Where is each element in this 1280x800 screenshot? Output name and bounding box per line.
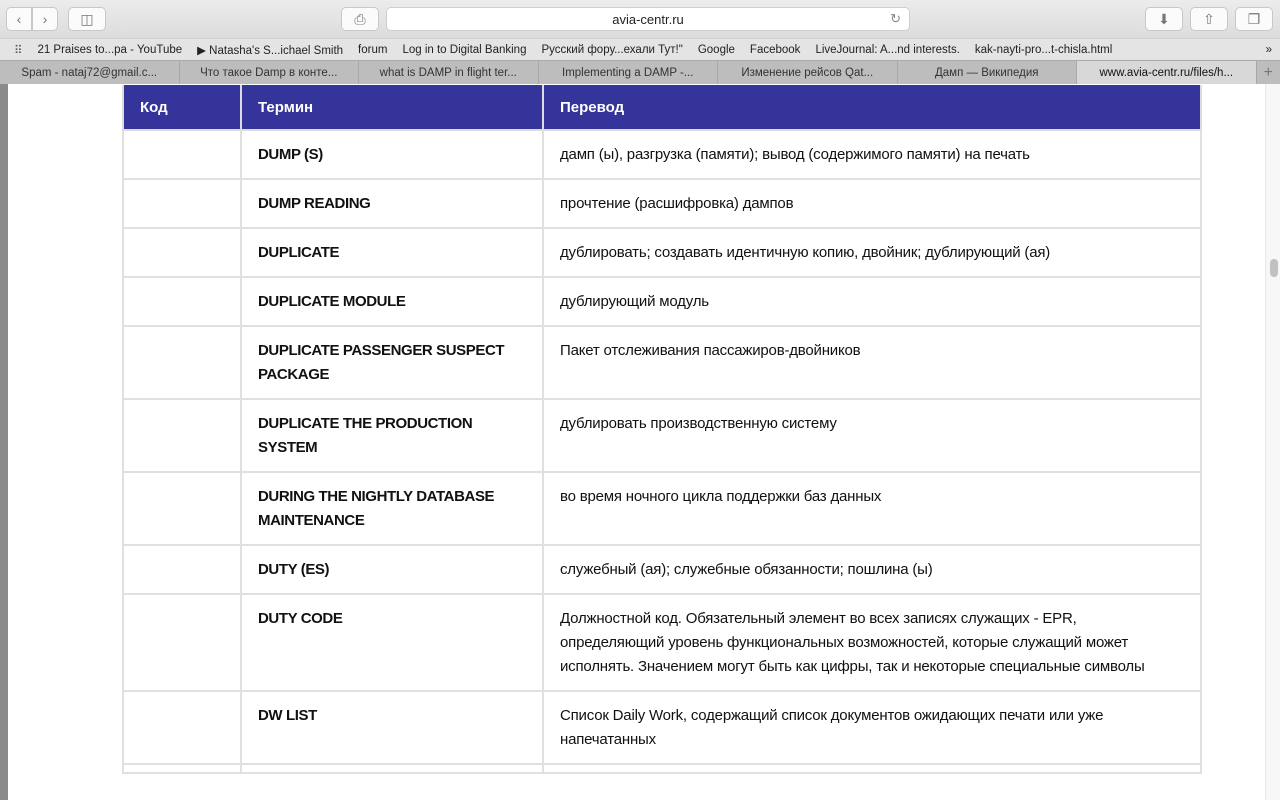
cell-code bbox=[122, 398, 242, 473]
left-edge bbox=[0, 84, 8, 800]
table-row: DW LIST Список Daily Work, содержащий спи… bbox=[122, 690, 1202, 765]
table-row: DUPLICATE MODULE дублирующий модуль bbox=[122, 276, 1202, 327]
back-button[interactable]: ‹ bbox=[6, 7, 32, 31]
table-row: DUPLICATE PASSENGER SUSPECT PACKAGE Пакет… bbox=[122, 325, 1202, 400]
sidebar-icon: ◫ bbox=[80, 10, 94, 27]
bookmark[interactable]: Facebook bbox=[749, 43, 801, 56]
cell-translation: Пакет отслеживания пассажиров-двойников bbox=[542, 325, 1202, 400]
chevron-right-icon: › bbox=[42, 11, 48, 27]
cell-term: DUMP READING bbox=[240, 178, 544, 229]
table-row bbox=[122, 763, 1202, 774]
cell-code bbox=[122, 227, 242, 278]
cell-term: DUPLICATE PASSENGER SUSPECT PACKAGE bbox=[240, 325, 544, 400]
more-bookmarks-icon[interactable]: » bbox=[1265, 43, 1272, 56]
cell-translation: дамп (ы), разгрузка (памяти); вывод (сод… bbox=[542, 129, 1202, 180]
url-text: avia-centr.ru bbox=[612, 11, 684, 27]
bookmark[interactable]: ▶ Natasha's S...ichael Smith bbox=[197, 44, 344, 57]
tab[interactable]: Spam - nataj72@gmail.c... bbox=[0, 61, 180, 84]
cell-term: DW LIST bbox=[240, 690, 544, 765]
cell-code bbox=[122, 690, 242, 765]
print-button[interactable]: ⎙ bbox=[341, 7, 379, 31]
forward-button[interactable]: › bbox=[32, 7, 58, 31]
cell-translation: прочтение (расшифровка) дампов bbox=[542, 178, 1202, 229]
chevron-left-icon: ‹ bbox=[16, 11, 22, 27]
cell-translation: дублировать; создавать идентичную копию,… bbox=[542, 227, 1202, 278]
tab-bar: Spam - nataj72@gmail.c... Что такое Damp… bbox=[0, 60, 1280, 84]
sidebar-button[interactable]: ◫ bbox=[68, 7, 106, 31]
printer-icon: ⎙ bbox=[354, 10, 366, 27]
cell-code bbox=[122, 325, 242, 400]
download-icon: ⬇ bbox=[1158, 10, 1170, 27]
plus-icon: + bbox=[1263, 63, 1273, 81]
tabs-icon: ❐ bbox=[1247, 10, 1261, 27]
downloads-button[interactable]: ⬇ bbox=[1145, 7, 1183, 31]
cell-code bbox=[122, 276, 242, 327]
header-translation: Перевод bbox=[542, 85, 1202, 131]
table-row: DUPLICATE THE PRODUCTION SYSTEM дублирова… bbox=[122, 398, 1202, 473]
cell-term: DUPLICATE MODULE bbox=[240, 276, 544, 327]
tab[interactable]: Дамп — Википедия bbox=[898, 61, 1077, 84]
table-row: DUMP (S) дамп (ы), разгрузка (памяти); вы… bbox=[122, 129, 1202, 180]
tab-active[interactable]: www.avia-centr.ru/files/h... bbox=[1077, 61, 1257, 84]
bookmark[interactable]: forum bbox=[358, 43, 388, 56]
tabs-overview-button[interactable]: ❐ bbox=[1235, 7, 1273, 31]
table-row: DUTY CODE Должностной код. Обязательный э… bbox=[122, 593, 1202, 692]
table-row: DUMP READING прочтение (расшифровка) дамп… bbox=[122, 178, 1202, 229]
cell-translation: Должностной код. Обязательный элемент во… bbox=[542, 593, 1202, 692]
tab[interactable]: Изменение рейсов Qat... bbox=[718, 61, 898, 84]
share-button[interactable]: ⇧ bbox=[1190, 7, 1228, 31]
cell-code bbox=[122, 763, 242, 774]
header-term: Термин bbox=[240, 85, 544, 131]
cell-term: DUTY (ES) bbox=[240, 544, 544, 595]
bookmark[interactable]: Google bbox=[697, 43, 735, 56]
cell-code bbox=[122, 129, 242, 180]
bookmark[interactable]: Log in to Digital Banking bbox=[402, 43, 527, 56]
cell-code bbox=[122, 178, 242, 229]
cell-term: DUPLICATE bbox=[240, 227, 544, 278]
tab[interactable]: Implementing a DAMP -... bbox=[539, 61, 718, 84]
new-tab-button[interactable]: + bbox=[1257, 61, 1280, 84]
cell-translation: служебный (ая); служебные обязанности; п… bbox=[542, 544, 1202, 595]
share-icon: ⇧ bbox=[1203, 10, 1215, 27]
cell-term bbox=[240, 763, 544, 774]
bookmark[interactable]: 21 Praises to...pa - YouTube bbox=[37, 43, 183, 56]
table-row: DURING THE NIGHTLY DATABASE MAINTENANCE в… bbox=[122, 471, 1202, 546]
cell-code bbox=[122, 544, 242, 595]
cell-term: DUPLICATE THE PRODUCTION SYSTEM bbox=[240, 398, 544, 473]
cell-term: DUMP (S) bbox=[240, 129, 544, 180]
glossary-table: Код Термин Перевод DUMP (S) дамп (ы), раз… bbox=[122, 85, 1202, 774]
table-row: DUTY (ES) служебный (ая); служебные обяза… bbox=[122, 544, 1202, 595]
bookmark[interactable]: kak-nayti-pro...t-chisla.html bbox=[974, 43, 1113, 56]
tab[interactable]: Что такое Damp в конте... bbox=[180, 61, 359, 84]
reload-icon[interactable]: ↻ bbox=[890, 11, 901, 26]
cell-translation: во время ночного цикла поддержки баз дан… bbox=[542, 471, 1202, 546]
header-code: Код bbox=[122, 85, 242, 131]
tab[interactable]: what is DAMP in flight ter... bbox=[359, 61, 539, 84]
cell-code bbox=[122, 471, 242, 546]
address-bar[interactable]: avia-centr.ru ↻ bbox=[386, 7, 910, 31]
table-row: DUPLICATE дублировать; создавать идентичн… bbox=[122, 227, 1202, 278]
bookmark[interactable]: Русский фору...ехали Тут!" bbox=[541, 43, 683, 56]
scrollbar-thumb[interactable] bbox=[1270, 259, 1278, 277]
page-content: Код Термин Перевод DUMP (S) дамп (ы), раз… bbox=[0, 84, 1280, 800]
grid-icon[interactable]: ⠿ bbox=[14, 44, 23, 57]
browser-toolbar: ‹ › ◫ ⎙ avia-centr.ru ↻ ⬇ ⇧ ❐ bbox=[0, 0, 1280, 38]
cell-translation: дублирующий модуль bbox=[542, 276, 1202, 327]
bookmark[interactable]: LiveJournal: A...nd interests. bbox=[815, 43, 960, 56]
cell-code bbox=[122, 593, 242, 692]
cell-term: DURING THE NIGHTLY DATABASE MAINTENANCE bbox=[240, 471, 544, 546]
scrollbar[interactable] bbox=[1265, 84, 1280, 800]
cell-translation: дублировать производственную систему bbox=[542, 398, 1202, 473]
cell-translation: Список Daily Work, содержащий список док… bbox=[542, 690, 1202, 765]
bookmarks-bar: ⠿ 21 Praises to...pa - YouTube ▶ Natasha… bbox=[0, 38, 1280, 60]
cell-translation bbox=[542, 763, 1202, 774]
cell-term: DUTY CODE bbox=[240, 593, 544, 692]
